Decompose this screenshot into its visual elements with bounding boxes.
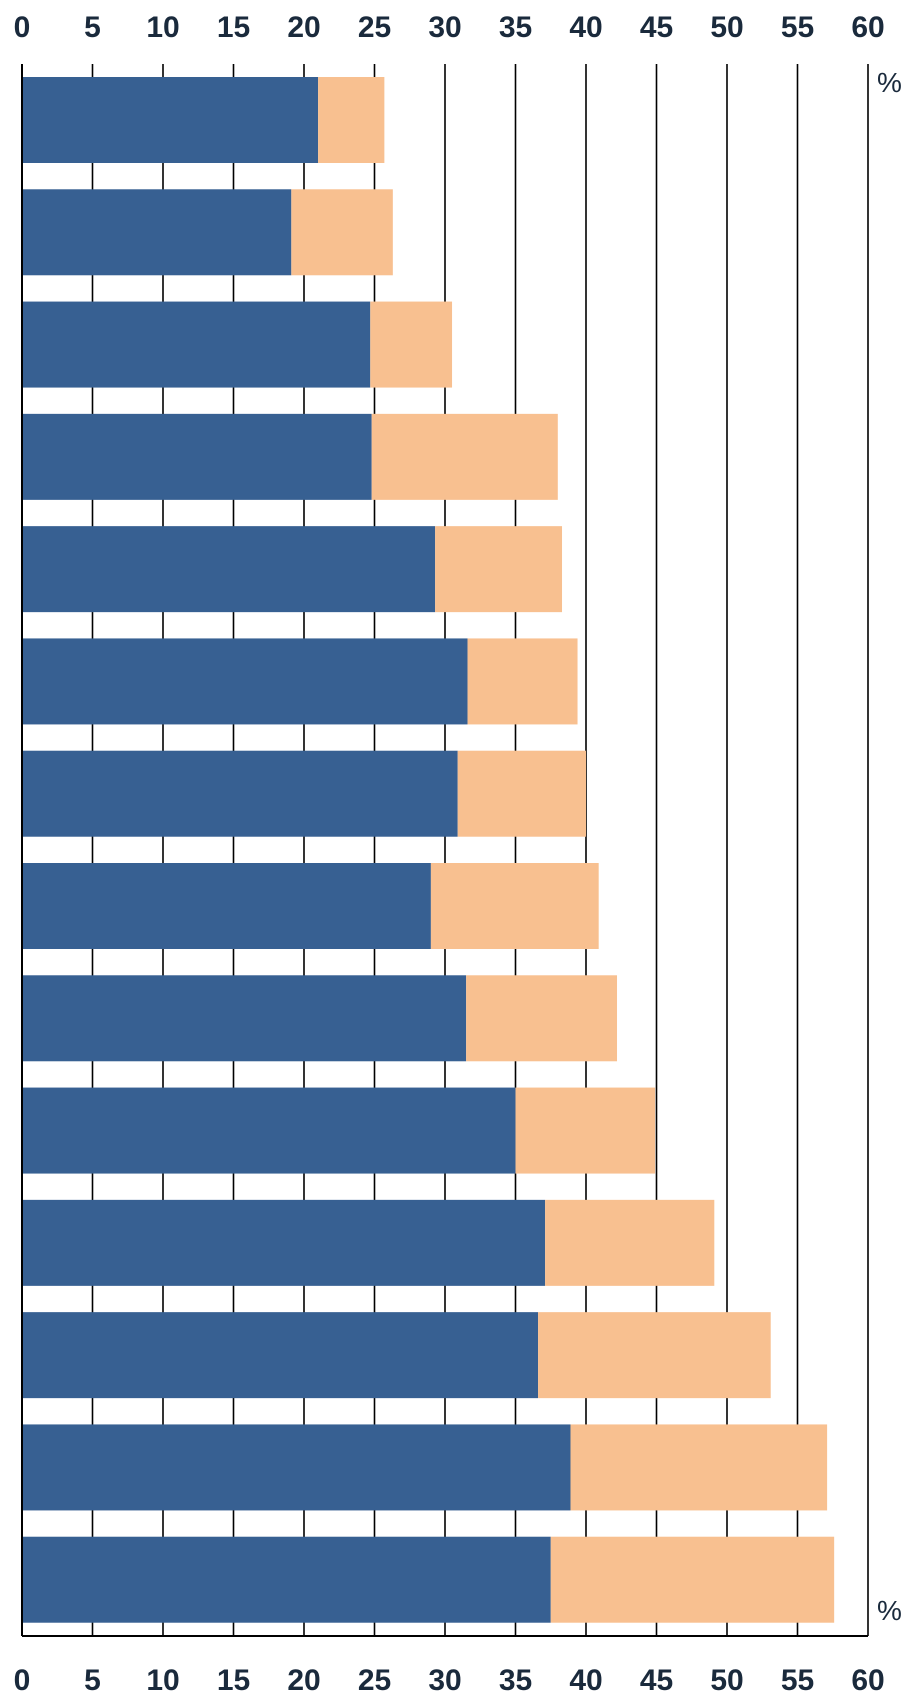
bar-row2-series2 <box>291 189 393 276</box>
bottom-tick-label-25: 25 <box>358 1664 391 1697</box>
bottom-tick-label-55: 55 <box>781 1664 814 1697</box>
bar-row3-series2 <box>370 301 453 388</box>
bar-row9-series1 <box>22 975 467 1062</box>
bottom-tick-label-40: 40 <box>569 1664 602 1697</box>
bar-row5-series2 <box>435 526 563 613</box>
top-tick-label-25: 25 <box>358 11 391 44</box>
bottom-tick-label-0: 0 <box>14 1664 31 1697</box>
bar-row11-series2 <box>545 1199 715 1286</box>
bar-row10-series1 <box>22 1087 516 1174</box>
top-tick-label-45: 45 <box>640 11 673 44</box>
bottom-tick-label-20: 20 <box>287 1664 320 1697</box>
bar-row9-series2 <box>466 975 618 1062</box>
bar-row12-series2 <box>538 1312 771 1399</box>
top-axis-tick-labels: 0 5 10 15 20 25 30 35 40 45 50 55 60 <box>14 11 885 44</box>
bar-row1-series2 <box>318 77 385 163</box>
bottom-tick-label-15: 15 <box>217 1664 250 1697</box>
bar-row5-series1 <box>22 526 436 613</box>
bottom-axis-tick-labels: 0 5 10 15 20 25 30 35 40 45 50 55 60 <box>14 1664 885 1697</box>
top-tick-label-30: 30 <box>428 11 461 44</box>
bottom-tick-label-45: 45 <box>640 1664 673 1697</box>
bar-row3-series1 <box>22 301 371 388</box>
top-tick-label-55: 55 <box>781 11 814 44</box>
bar-row14-series1 <box>22 1536 551 1623</box>
bar-row13-series1 <box>22 1424 571 1511</box>
bar-row10-series2 <box>515 1087 656 1174</box>
bar-row12-series1 <box>22 1312 539 1399</box>
top-tick-label-20: 20 <box>287 11 320 44</box>
bottom-tick-label-50: 50 <box>710 1664 743 1697</box>
unit-label-bottom: % <box>877 1595 902 1626</box>
bar-row7-series1 <box>22 750 458 837</box>
top-tick-label-10: 10 <box>146 11 179 44</box>
bar-row1-series1 <box>22 77 319 163</box>
bottom-tick-label-60: 60 <box>851 1664 884 1697</box>
bar-row7-series2 <box>457 750 586 837</box>
bottom-tick-label-30: 30 <box>428 1664 461 1697</box>
bar-row6-series1 <box>22 638 468 725</box>
bar-row8-series2 <box>430 863 599 949</box>
top-tick-label-0: 0 <box>14 11 31 44</box>
bar-row4-series2 <box>371 413 558 500</box>
bars <box>22 77 835 1623</box>
bottom-tick-label-5: 5 <box>84 1664 101 1697</box>
bar-row14-series2 <box>550 1536 835 1623</box>
top-tick-label-50: 50 <box>710 11 743 44</box>
bar-row11-series1 <box>22 1199 546 1286</box>
bar-row8-series1 <box>22 863 431 949</box>
grid-lines <box>21 64 869 1636</box>
top-tick-label-60: 60 <box>851 11 884 44</box>
top-tick-label-40: 40 <box>569 11 602 44</box>
bottom-tick-label-35: 35 <box>499 1664 532 1697</box>
bar-row13-series2 <box>570 1424 828 1511</box>
plot-frame <box>21 64 868 1637</box>
top-tick-label-35: 35 <box>499 11 532 44</box>
unit-label-top: % <box>877 67 902 98</box>
bar-row2-series1 <box>22 189 292 276</box>
top-tick-label-5: 5 <box>84 11 101 44</box>
bottom-tick-label-10: 10 <box>146 1664 179 1697</box>
top-tick-label-15: 15 <box>217 11 250 44</box>
bar-row6-series2 <box>467 638 578 725</box>
bar-row4-series1 <box>22 413 372 500</box>
